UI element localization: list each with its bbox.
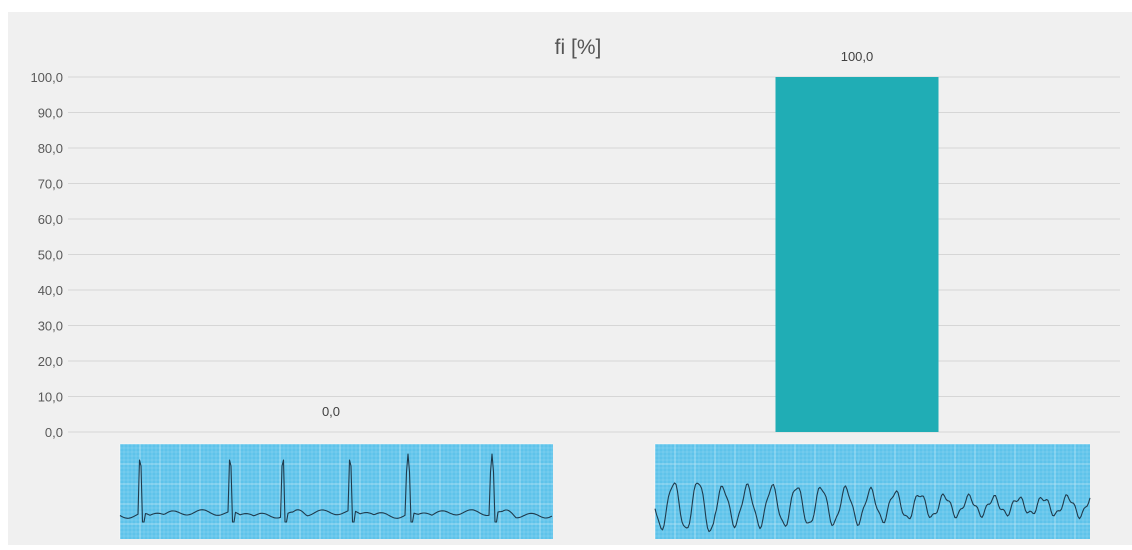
category-images bbox=[119, 443, 1091, 539]
chart-area: fi [%] 0,0 10,0 20,0 30,0 40,0 50,0 60,0 70,0 80… bbox=[8, 12, 1132, 545]
bar bbox=[775, 77, 939, 432]
y-tick-label: 30,0 bbox=[38, 319, 63, 334]
gridlines bbox=[68, 76, 1120, 433]
y-tick-label: 50,0 bbox=[38, 248, 63, 263]
ecg-sinus-rhythm-strip bbox=[119, 443, 553, 539]
y-tick-label: 90,0 bbox=[38, 106, 63, 121]
chart-title: fi [%] bbox=[555, 36, 602, 59]
y-tick-label: 70,0 bbox=[38, 177, 63, 192]
data-label: 100,0 bbox=[841, 49, 874, 64]
y-tick-label: 40,0 bbox=[38, 283, 63, 298]
ecg-ventricular-fibrillation-strip bbox=[654, 443, 1091, 539]
y-tick-label: 20,0 bbox=[38, 354, 63, 369]
bars bbox=[775, 77, 939, 432]
data-label: 0,0 bbox=[322, 404, 340, 419]
y-tick-label: 60,0 bbox=[38, 212, 63, 227]
bar-chart: fi [%] 0,0 10,0 20,0 30,0 40,0 50,0 60,0 70,0 80… bbox=[30, 36, 1120, 539]
y-tick-label: 100,0 bbox=[30, 70, 63, 85]
data-labels: 0,0 100,0 bbox=[322, 49, 873, 419]
y-axis-tick-labels: 0,0 10,0 20,0 30,0 40,0 50,0 60,0 70,0 80,0 90,0 1… bbox=[30, 70, 63, 440]
y-tick-label: 0,0 bbox=[45, 425, 63, 440]
y-tick-label: 10,0 bbox=[38, 390, 63, 405]
y-tick-label: 80,0 bbox=[38, 141, 63, 156]
